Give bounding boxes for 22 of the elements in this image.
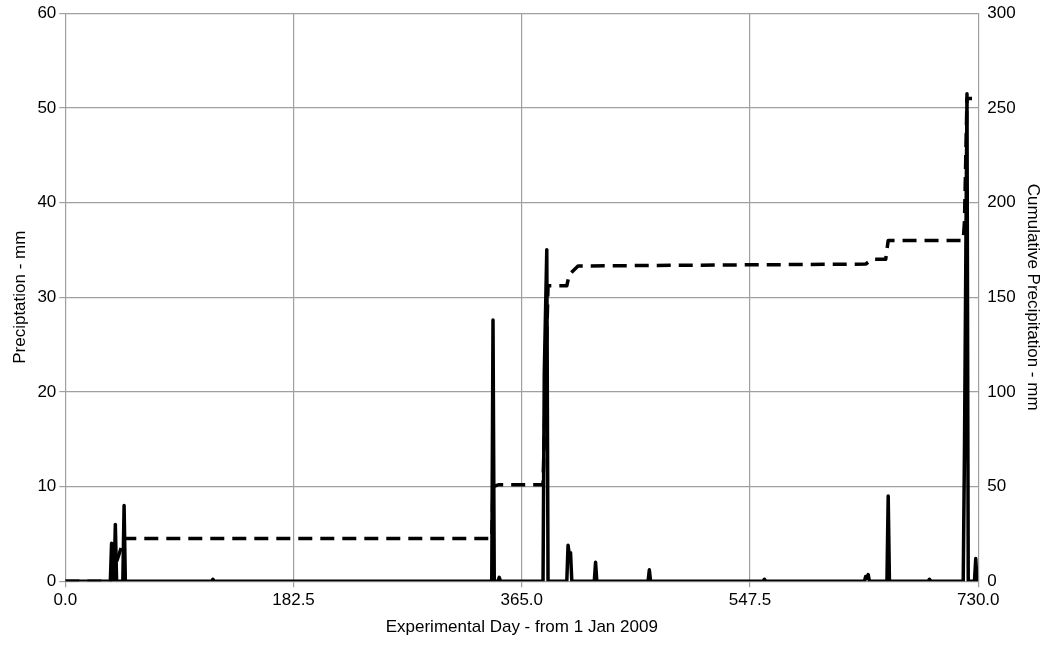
y-tick-label: 0 — [46, 570, 57, 590]
y2-tick-label: 250 — [987, 97, 1016, 117]
x-tick-label: 182.5 — [272, 590, 315, 610]
x-axis-title: Experimental Day - from 1 Jan 2009 — [385, 617, 658, 637]
y-tick-label: 50 — [37, 97, 57, 117]
y2-tick-label: 200 — [987, 192, 1016, 212]
y-tick-label: 30 — [37, 286, 57, 306]
y-tick-label: 10 — [37, 476, 57, 496]
y2-tick-label: 50 — [987, 476, 1007, 496]
x-tick-label: 730.0 — [956, 590, 1000, 610]
y2-axis-title: Cumulative Precipitation - mm — [1024, 183, 1044, 411]
x-tick-label: 0.0 — [53, 590, 78, 610]
x-tick-label: 365.0 — [500, 590, 544, 610]
y-tick-label: 40 — [37, 192, 57, 212]
y-tick-label: 20 — [37, 381, 57, 401]
y2-tick-label: 300 — [987, 2, 1016, 22]
y-axis-title: Preciptation - mm — [9, 230, 29, 364]
x-tick-label: 547.5 — [728, 590, 772, 610]
y2-tick-label: 150 — [987, 286, 1016, 306]
y-tick-label: 60 — [37, 2, 57, 22]
y2-tick-label: 100 — [987, 381, 1016, 401]
y2-tick-label: 0 — [987, 570, 997, 590]
